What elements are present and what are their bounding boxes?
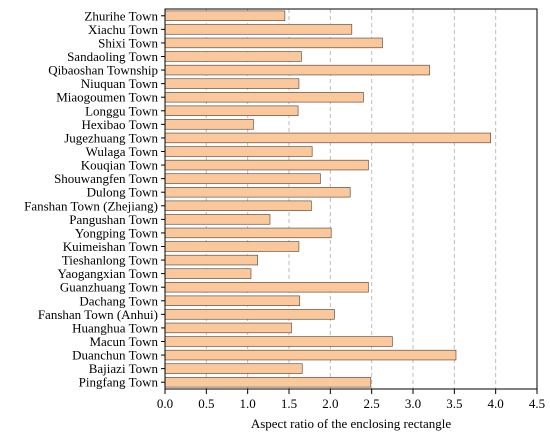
- category-label: Kouqian Town: [81, 158, 159, 173]
- bar: [164, 241, 300, 252]
- category-label: Dulong Town: [87, 185, 159, 200]
- category-label: Zhurihe Town: [84, 8, 158, 23]
- bar: [164, 92, 364, 103]
- x-tick-label: 1.5: [281, 396, 297, 411]
- bar: [164, 146, 313, 157]
- x-tick-label: 2.5: [364, 396, 380, 411]
- bar: [164, 282, 369, 293]
- bar: [164, 268, 252, 279]
- category-label: Shouwangfen Town: [54, 171, 158, 186]
- bar: [164, 105, 299, 116]
- bar: [164, 119, 254, 130]
- bar: [164, 227, 332, 239]
- category-label: Dachang Town: [79, 293, 158, 308]
- bar: [164, 322, 292, 334]
- x-tick-label: 0.5: [198, 396, 214, 411]
- category-label: Fanshan Town (Anhui): [38, 307, 158, 322]
- bar: [164, 295, 301, 306]
- category-label: Yaogangxian Town: [58, 266, 159, 281]
- category-label: Pingfang Town: [79, 375, 159, 390]
- bar: [164, 37, 383, 49]
- bar: [164, 363, 303, 374]
- category-label: Guanzhuang Town: [60, 280, 159, 295]
- x-axis-title: Aspect ratio of the enclosing rectangle: [251, 416, 452, 431]
- x-tick-label: 3.5: [446, 396, 462, 411]
- category-label: Qibaoshan Township: [48, 63, 158, 78]
- x-tick-label: 4.5: [529, 396, 545, 411]
- category-label: Jugezhuang Town: [64, 130, 158, 145]
- category-label: Sandaoling Town: [67, 49, 158, 64]
- x-ticks: 0.0 0.5 1.0 1.5 2.0 2.5 3.0 3.5 4.0 4.5: [157, 389, 545, 411]
- x-tick-label: 1.0: [240, 396, 256, 411]
- x-tick-label: 2.0: [322, 396, 338, 411]
- category-label: Fanshan Town (Zhejiang): [24, 198, 158, 213]
- x-tick-label: 4.0: [488, 396, 504, 411]
- category-label: Wulaga Town: [86, 144, 159, 159]
- bar: [164, 200, 312, 211]
- category-label: Hexibao Town: [82, 117, 159, 132]
- bar: [164, 51, 302, 62]
- category-label: Kuimeishan Town: [63, 239, 159, 254]
- bar: [164, 78, 300, 89]
- category-label: Xiachu Town: [88, 22, 158, 37]
- bar: [164, 132, 492, 144]
- category-label: Shixi Town: [98, 35, 158, 50]
- bar: [164, 309, 335, 320]
- category-label: Macun Town: [89, 334, 158, 349]
- bar: [164, 377, 372, 388]
- bar: [164, 24, 353, 35]
- category-label: Huanghua Town: [72, 320, 158, 335]
- category-label: Niuquan Town: [81, 76, 159, 91]
- category-label: Tieshanlong Town: [62, 253, 159, 268]
- category-label: Duanchun Town: [72, 348, 158, 363]
- category-label: Pangushan Town: [69, 212, 158, 227]
- bar: [164, 336, 393, 347]
- bar: [164, 187, 351, 198]
- category-label: Bajiazi Town: [89, 361, 159, 376]
- bar: [164, 254, 258, 266]
- plot-frame: [164, 8, 538, 390]
- category-label: Miaogoumen Town: [56, 90, 158, 105]
- x-tick-label: 3.0: [405, 396, 421, 411]
- bar: [164, 10, 286, 21]
- category-label: Longgu Town: [85, 103, 158, 118]
- bar: [164, 159, 369, 171]
- bar: [164, 64, 430, 76]
- bar: [164, 214, 271, 225]
- bar: [164, 173, 321, 184]
- category-label: Yongping Town: [75, 225, 159, 240]
- bar: [164, 349, 457, 361]
- bars: [164, 10, 492, 388]
- x-tick-label: 0.0: [157, 396, 173, 411]
